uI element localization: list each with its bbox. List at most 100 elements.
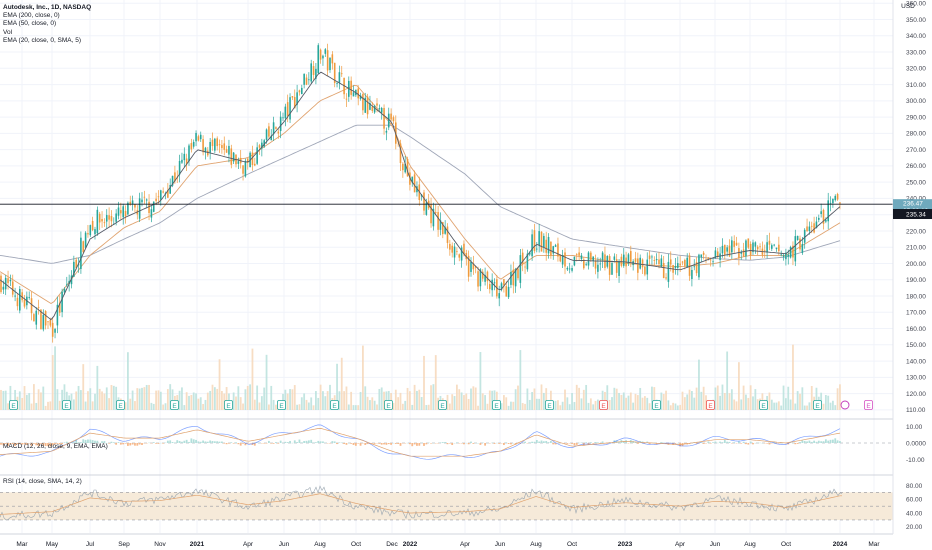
legend-volume[interactable]: Vol xyxy=(3,28,13,36)
macd-histogram-bar xyxy=(268,440,270,443)
macd-histogram-bar xyxy=(155,443,157,444)
volume-bar xyxy=(98,388,101,410)
candle-body xyxy=(458,254,461,258)
candle-body xyxy=(754,242,757,247)
macd-legend[interactable]: MACD (12, 26, close, 9, EMA, EMA) xyxy=(3,443,108,450)
grid xyxy=(0,0,893,533)
macd-histogram-bar xyxy=(531,441,533,443)
legend-ema50[interactable]: EMA (50, close, 0) xyxy=(3,20,57,28)
volume-bar xyxy=(162,404,165,410)
candle-body xyxy=(275,127,277,129)
candle-body xyxy=(486,271,489,282)
volume-bar xyxy=(479,352,482,410)
volume-bar xyxy=(564,389,566,410)
macd-histogram-bar xyxy=(124,443,127,444)
rsi-legend[interactable]: RSI (14, close, SMA, 14, 2) xyxy=(3,478,82,485)
macd-histogram-bar xyxy=(554,443,557,445)
volume-bar xyxy=(836,388,839,410)
macd-histogram-bar xyxy=(397,443,400,445)
candle-body xyxy=(214,138,216,151)
candle-body xyxy=(658,259,660,265)
macd-histogram-bar xyxy=(89,439,92,443)
candle-body xyxy=(796,235,799,241)
ema20-path xyxy=(0,71,841,321)
volume-bar xyxy=(30,403,33,410)
candle-body xyxy=(768,240,771,245)
candle-body xyxy=(244,160,247,177)
candle-body xyxy=(357,88,359,99)
price-tick-label: 200.00 xyxy=(906,261,926,268)
macd-histogram-bar xyxy=(199,441,202,443)
candle-body xyxy=(44,311,47,326)
volume-bar xyxy=(166,389,169,410)
candle-body xyxy=(336,83,338,84)
volume-bar xyxy=(723,393,726,410)
macd-histogram-bar xyxy=(571,443,573,444)
macd-histogram-bar xyxy=(524,441,526,443)
volume-bar xyxy=(284,389,287,410)
time-axis[interactable]: Mar May Jul Sep Nov 2021 Apr Jun Aug Oct Dec 2022 Ap… xyxy=(16,541,880,548)
macd-histogram-bar xyxy=(528,442,531,443)
volume-bar xyxy=(401,403,404,410)
volume-bar xyxy=(58,400,61,410)
volume-bar xyxy=(803,405,806,410)
earnings-marker-label: E xyxy=(118,403,123,410)
price-tick-label: 120.00 xyxy=(906,391,926,398)
candle-body xyxy=(143,196,146,198)
macd-histogram-bar xyxy=(176,440,179,443)
candle-body xyxy=(580,255,583,260)
macd-histogram-bar xyxy=(0,443,2,445)
volume-bar xyxy=(672,402,674,410)
legend-ema200[interactable]: EMA (200, close, 0) xyxy=(3,12,60,20)
candle-body xyxy=(94,229,96,235)
macd-histogram-bar xyxy=(296,442,298,443)
symbol-title[interactable]: Autodesk, Inc., 1D, NASDAQ xyxy=(3,4,92,11)
volume-bar xyxy=(456,384,458,410)
candle-body xyxy=(787,254,790,257)
macd-histogram-bar xyxy=(61,443,63,445)
volume-bar xyxy=(573,401,576,410)
volume-bar xyxy=(481,393,484,410)
macd-histogram-bar xyxy=(700,442,703,443)
time-tick-label: Sep xyxy=(118,541,130,548)
candle-body xyxy=(89,225,92,236)
macd-histogram-bar xyxy=(817,440,820,443)
candle-body xyxy=(230,148,233,165)
candle-body xyxy=(37,306,40,308)
pane-separators[interactable] xyxy=(0,418,932,535)
candle-body xyxy=(246,158,249,163)
macd-histogram-bar xyxy=(702,443,705,444)
macd-histogram-bar xyxy=(373,443,376,444)
candle-body xyxy=(731,240,733,253)
candle-body xyxy=(829,202,832,204)
volume-bar xyxy=(75,391,78,410)
price-tick-label: 350.00 xyxy=(906,17,926,24)
earnings-marker-label: E xyxy=(761,403,766,410)
volume-bar xyxy=(510,401,512,410)
volume-bar xyxy=(625,397,627,410)
volume-bar xyxy=(380,387,383,410)
candle-body xyxy=(296,92,298,105)
volume-bar xyxy=(40,392,42,410)
candle-body xyxy=(707,257,710,260)
macd-histogram-bar xyxy=(134,443,136,446)
earnings-marker-label: E xyxy=(601,403,606,410)
macd-histogram-bar xyxy=(56,443,59,444)
volume-bar xyxy=(134,401,136,410)
macd-histogram-bar xyxy=(712,442,714,443)
volume-bar xyxy=(782,385,785,410)
volume-bar xyxy=(735,401,738,410)
volume-bar xyxy=(181,387,183,410)
macd-histogram-bar xyxy=(286,442,289,443)
macd-histogram-bar xyxy=(336,443,338,445)
macd-histogram-bar xyxy=(216,441,219,443)
volume-bar xyxy=(747,397,750,410)
candle-body xyxy=(331,54,334,64)
candle-body xyxy=(742,249,745,257)
candle-body xyxy=(587,252,590,266)
macd-histogram-bar xyxy=(183,440,186,443)
legend-ema20[interactable]: EMA (20, close, 0, SMA, 5) xyxy=(3,36,82,44)
